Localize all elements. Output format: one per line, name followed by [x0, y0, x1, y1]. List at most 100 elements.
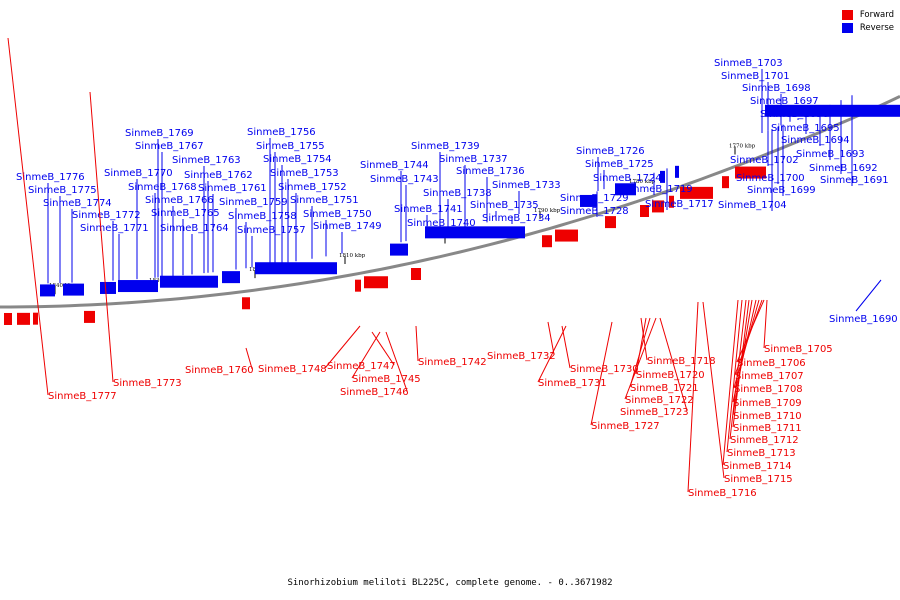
reverse-gene-block	[765, 104, 900, 117]
reverse-gene-label: SinmeB_1743	[370, 174, 439, 185]
reverse-gene-label: SinmeB_1772	[72, 210, 141, 221]
reverse-gene-label: SinmeB_1765	[151, 208, 220, 219]
reverse-gene-block	[100, 281, 116, 294]
reverse-gene-label: SinmeB_1751	[290, 195, 359, 206]
reverse-gene-label: SinmeB_1756	[247, 127, 316, 138]
forward-gene-label: SinmeB_1742	[418, 357, 487, 368]
reverse-swatch-icon	[841, 22, 853, 33]
forward-gene-block	[242, 297, 250, 310]
forward-gene-label: SinmeB_1721	[630, 383, 699, 394]
forward-gene-label: SinmeB_1760	[185, 365, 254, 376]
reverse-gene-label: SinmeB_1769	[125, 128, 194, 139]
forward-gene-block	[680, 186, 713, 199]
reverse-gene-label: SinmeB_1755	[256, 141, 325, 152]
reverse-gene-label: SinmeB_1739	[411, 141, 480, 152]
reverse-gene-block	[390, 243, 408, 256]
forward-gene-leader-line	[734, 299, 763, 376]
reverse-gene-label: SinmeB_1768	[128, 182, 197, 193]
reverse-gene-label: SinmeB_1725	[585, 159, 654, 170]
reverse-gene-label: SinmeB_1702	[730, 155, 799, 166]
forward-gene-leader-line	[659, 317, 688, 412]
reverse-gene-label: SinmeB_1776	[16, 172, 85, 183]
forward-gene-leader-line	[245, 347, 253, 370]
reverse-gene-label: SinmeB_1757	[237, 225, 306, 236]
reverse-gene-block	[660, 170, 665, 183]
forward-gene-leader-line	[722, 299, 739, 466]
reverse-gene-label: SinmeB_1729	[560, 193, 629, 204]
forward-gene-block	[33, 312, 38, 325]
forward-gene-label: SinmeB_1746	[340, 387, 409, 398]
forward-gene-leader-line	[702, 301, 725, 479]
forward-gene-leader-line	[351, 331, 381, 379]
reverse-gene-label: SinmeB_1719	[624, 184, 693, 195]
forward-gene-leader-line	[324, 325, 361, 369]
reverse-gene-block	[615, 183, 636, 196]
forward-gene-leader-line	[385, 331, 408, 392]
reverse-gene-label: SinmeB_1691	[820, 175, 889, 186]
forward-gene-label: SinmeB_1731	[538, 378, 607, 389]
scale-tick-label: 1770 kbp	[729, 144, 756, 150]
reverse-gene-label: SinmeB_1771	[80, 223, 149, 234]
reverse-gene-label: SinmeB_1749	[313, 221, 382, 232]
reverse-gene-label: SinmeB_1736	[456, 166, 525, 177]
forward-gene-leader-line	[729, 299, 747, 440]
forward-gene-label: SinmeB_1716	[688, 488, 757, 499]
scale-tick-label: 1810 kbp	[339, 253, 366, 259]
reverse-gene-label: SinmeB_1740	[407, 218, 476, 229]
forward-gene-block	[84, 310, 95, 323]
reverse-gene-block	[425, 226, 525, 239]
reverse-gene-label: SinmeB_1758	[228, 211, 297, 222]
forward-gene-label: SinmeB_1732	[487, 351, 556, 362]
reverse-gene-label: SinmeB_1775	[28, 185, 97, 196]
legend-label-reverse: Reverse	[859, 22, 894, 33]
forward-gene-block	[542, 235, 552, 248]
forward-gene-block	[355, 279, 361, 292]
scale-tick-label: 1840 kbp	[49, 283, 76, 289]
reverse-gene-label: SinmeB_1738	[423, 188, 492, 199]
forward-gene-label: SinmeB_1709	[733, 398, 802, 409]
reverse-gene-block	[675, 165, 679, 178]
forward-gene-label: SinmeB_1712	[730, 435, 799, 446]
reverse-gene-label: SinmeB_1695	[771, 123, 840, 134]
forward-gene-leader-line	[629, 317, 651, 388]
forward-gene-leader-line	[726, 299, 743, 453]
forward-gene-label: SinmeB_1705	[764, 344, 833, 355]
reverse-gene-label: SinmeB_1692	[809, 163, 878, 174]
forward-gene-leader-line	[547, 321, 555, 356]
reverse-gene-label: SinmeB_1774	[43, 198, 112, 209]
legend-item-reverse: Reverse	[841, 21, 894, 34]
reverse-gene-label: SinmeB_1699	[747, 185, 816, 196]
reverse-gene-label: SinmeB_1761	[198, 183, 267, 194]
forward-gene-leader-line	[415, 325, 419, 362]
forward-gene-block	[735, 166, 766, 179]
forward-gene-block	[605, 216, 616, 229]
genome-caption: Sinorhizobium meliloti BL225C, complete …	[287, 578, 613, 588]
forward-gene-label: SinmeB_1718	[647, 356, 716, 367]
reverse-gene-label: SinmeB_1726	[576, 146, 645, 157]
reverse-gene-label: SinmeB_1728	[560, 206, 629, 217]
forward-gene-block	[640, 205, 649, 218]
reverse-gene-label: SinmeB_1704	[718, 200, 787, 211]
reverse-gene-block	[160, 275, 218, 288]
forward-gene-label: SinmeB_1777	[48, 391, 117, 402]
reverse-gene-label: SinmeB_1734	[482, 213, 551, 224]
forward-gene-block	[411, 268, 421, 281]
reverse-gene-label: SinmeB_1762	[184, 170, 253, 181]
forward-gene-label: SinmeB_1747	[327, 361, 396, 372]
legend-label-forward: Forward	[859, 9, 894, 20]
forward-gene-label: SinmeB_1707	[735, 371, 804, 382]
reverse-gene-label: SinmeB_1717	[645, 199, 714, 210]
forward-swatch-icon	[841, 9, 853, 20]
reverse-gene-label: SinmeB_1763	[172, 155, 241, 166]
reverse-gene-label: SinmeB_1737	[439, 154, 508, 165]
reverse-gene-label: SinmeB_1754	[263, 154, 332, 165]
reverse-gene-label: SinmeB_1724	[593, 173, 662, 184]
reverse-gene-label: SinmeB_1764	[160, 223, 229, 234]
forward-gene-label: SinmeB_1722	[625, 395, 694, 406]
reverse-gene-label: SinmeB_1698	[742, 83, 811, 94]
forward-gene-block	[652, 200, 664, 213]
forward-gene-leader-line	[537, 325, 567, 383]
reverse-gene-block	[118, 280, 158, 293]
forward-gene-label: SinmeB_1745	[352, 374, 421, 385]
